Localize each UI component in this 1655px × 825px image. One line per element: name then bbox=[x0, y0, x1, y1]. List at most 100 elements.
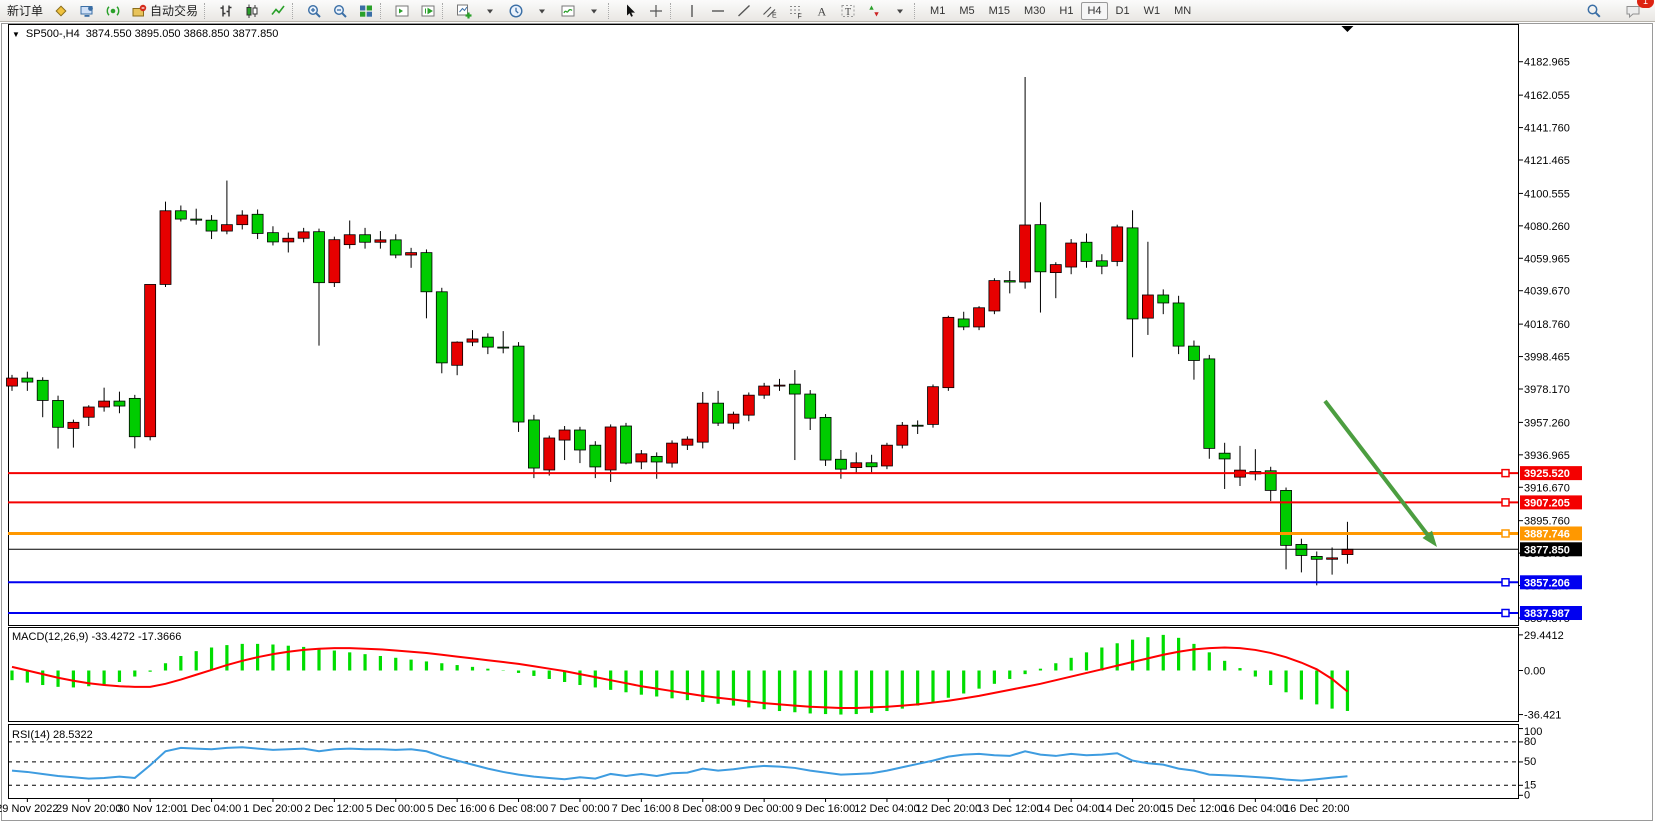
candle[interactable] bbox=[712, 402, 724, 424]
trend-arrow-line[interactable] bbox=[1323, 399, 1433, 541]
candle[interactable] bbox=[896, 424, 909, 446]
line-handle[interactable] bbox=[1501, 608, 1510, 618]
candle[interactable] bbox=[865, 462, 878, 468]
candle[interactable] bbox=[267, 232, 279, 243]
candle[interactable] bbox=[481, 336, 494, 348]
timeframe-button-d1[interactable]: D1 bbox=[1115, 4, 1130, 17]
candle[interactable] bbox=[1095, 260, 1108, 267]
candle[interactable] bbox=[205, 219, 218, 232]
text-button[interactable]: A bbox=[809, 0, 835, 22]
candle[interactable] bbox=[911, 424, 924, 427]
candle[interactable] bbox=[927, 386, 939, 425]
timeframe-button-m5[interactable]: M5 bbox=[959, 4, 975, 17]
line-handle[interactable] bbox=[1501, 498, 1510, 507]
candle[interactable] bbox=[1065, 242, 1078, 268]
candle[interactable] bbox=[313, 231, 325, 284]
candle[interactable] bbox=[1126, 227, 1139, 320]
candle[interactable] bbox=[1172, 302, 1185, 347]
collapse-triangle-icon[interactable]: ▼ bbox=[12, 29, 20, 39]
candle[interactable] bbox=[420, 252, 433, 293]
candle[interactable] bbox=[1111, 226, 1124, 262]
candle[interactable] bbox=[1218, 452, 1231, 460]
timeframe-button-w1[interactable]: W1 bbox=[1143, 4, 1161, 17]
arrows-caret[interactable] bbox=[887, 0, 913, 22]
candle[interactable] bbox=[128, 397, 141, 438]
main-chart-panel[interactable] bbox=[8, 24, 1519, 626]
search-icon[interactable] bbox=[1581, 0, 1607, 22]
signals-button[interactable] bbox=[100, 0, 126, 22]
candle[interactable] bbox=[497, 346, 510, 349]
candle[interactable] bbox=[1019, 224, 1031, 283]
new-chart-button[interactable] bbox=[451, 0, 477, 22]
templates-caret[interactable] bbox=[581, 0, 607, 22]
periods-button[interactable] bbox=[503, 0, 529, 22]
candle[interactable] bbox=[604, 426, 617, 471]
candle[interactable] bbox=[328, 239, 341, 284]
new-order-button[interactable]: 新订单 bbox=[2, 0, 48, 22]
candle[interactable] bbox=[251, 213, 264, 234]
candle[interactable] bbox=[359, 234, 371, 243]
candle[interactable] bbox=[696, 402, 709, 443]
autotrade-button[interactable]: 自动交易 bbox=[126, 0, 203, 22]
candle[interactable] bbox=[236, 214, 249, 226]
candle[interactable] bbox=[819, 416, 832, 461]
periods-caret[interactable] bbox=[529, 0, 555, 22]
zoom-in-button[interactable] bbox=[301, 0, 327, 22]
fibonacci-button[interactable]: F bbox=[783, 0, 809, 22]
timeframe-button-mn[interactable]: MN bbox=[1174, 4, 1192, 17]
candle[interactable] bbox=[435, 291, 448, 364]
trendline-button[interactable] bbox=[731, 0, 757, 22]
zoom-out-button[interactable] bbox=[327, 0, 353, 22]
candle[interactable] bbox=[389, 239, 402, 256]
candle[interactable] bbox=[973, 307, 985, 328]
channel-button[interactable]: E bbox=[757, 0, 783, 22]
candle[interactable] bbox=[512, 345, 525, 423]
candle[interactable] bbox=[1080, 241, 1093, 262]
notifications-icon[interactable]: 1 bbox=[1621, 0, 1654, 22]
line-handle[interactable] bbox=[1501, 578, 1510, 587]
candle[interactable] bbox=[466, 338, 479, 343]
candle[interactable] bbox=[159, 210, 172, 285]
tile-windows-button[interactable] bbox=[353, 0, 379, 22]
candle[interactable] bbox=[1203, 358, 1216, 449]
candle[interactable] bbox=[52, 400, 64, 428]
terminal-button[interactable] bbox=[74, 0, 100, 22]
timeframe-button-m1[interactable]: M1 bbox=[930, 4, 946, 17]
candle[interactable] bbox=[635, 453, 648, 463]
candle[interactable] bbox=[1341, 548, 1354, 555]
timeframe-button-h1[interactable]: H1 bbox=[1059, 4, 1074, 17]
candle[interactable] bbox=[190, 218, 203, 221]
candle[interactable] bbox=[543, 437, 556, 471]
candle[interactable] bbox=[957, 318, 970, 328]
candle[interactable] bbox=[36, 379, 49, 401]
candle[interactable] bbox=[988, 280, 1001, 312]
candle[interactable] bbox=[1280, 490, 1292, 546]
candle[interactable] bbox=[282, 237, 295, 243]
candle[interactable] bbox=[850, 462, 863, 468]
candle[interactable] bbox=[1003, 280, 1016, 283]
candle[interactable] bbox=[758, 385, 771, 396]
candle[interactable] bbox=[174, 210, 187, 220]
candle[interactable] bbox=[681, 438, 694, 446]
candle[interactable] bbox=[67, 421, 80, 429]
timeframe-button-m30[interactable]: M30 bbox=[1024, 4, 1046, 17]
new-chart-caret[interactable] bbox=[477, 0, 503, 22]
candle[interactable] bbox=[1188, 345, 1200, 361]
vertical-line-button[interactable] bbox=[679, 0, 705, 22]
chart-shift-button[interactable] bbox=[415, 0, 441, 22]
templates-button[interactable] bbox=[555, 0, 581, 22]
candle[interactable] bbox=[98, 400, 110, 408]
candle[interactable] bbox=[620, 425, 632, 464]
candle[interactable] bbox=[1326, 557, 1338, 560]
candle[interactable] bbox=[374, 239, 387, 243]
candle[interactable] bbox=[881, 444, 893, 467]
candle[interactable] bbox=[574, 429, 586, 451]
candle[interactable] bbox=[343, 234, 356, 246]
candle[interactable] bbox=[220, 224, 233, 232]
candle[interactable] bbox=[405, 252, 418, 256]
candle[interactable] bbox=[788, 383, 801, 395]
candle[interactable] bbox=[773, 384, 786, 387]
timeframe-button-m15[interactable]: M15 bbox=[988, 4, 1010, 17]
